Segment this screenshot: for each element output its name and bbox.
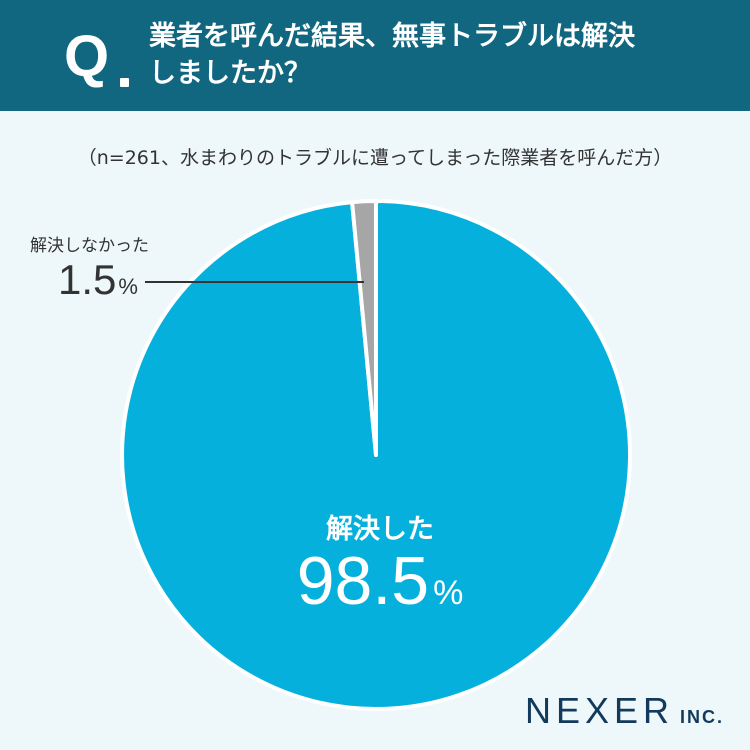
question-text: 業者を呼んだ結果、無事トラブルは解決 しましたか？ (149, 18, 729, 92)
question-line-2: しましたか？ (149, 58, 311, 89)
question-line-1: 業者を呼んだ結果、無事トラブルは解決 (149, 21, 635, 52)
pie-slice-1 (350, 199, 378, 457)
slice-value-resolved-number: 98.5 (296, 543, 430, 619)
sample-note: （n=261、水まわりのトラブルに遭ってしまった際業者を呼んだ方） (77, 147, 673, 169)
logo-sub: INC. (680, 707, 724, 727)
slice-value-unresolved: 1.5% (58, 258, 138, 309)
slice-label-unresolved: 解決しなかった (30, 236, 149, 256)
slice-label-resolved: 解決した (326, 514, 434, 545)
nexer-logo: NEXER INC. (525, 690, 724, 732)
slice-value-unresolved-number: 1.5 (58, 256, 117, 303)
q-dot (120, 78, 129, 87)
pie-slices (120, 199, 633, 711)
percent-unit-small: % (118, 274, 138, 299)
percent-unit-big: % (433, 574, 464, 612)
q-mark: Q (64, 24, 110, 89)
slice-value-resolved: 98.5% (0, 545, 750, 629)
logo-main: NEXER (524, 690, 674, 731)
question-header: Q 業者を呼んだ結果、無事トラブルは解決 しましたか？ (0, 0, 750, 111)
